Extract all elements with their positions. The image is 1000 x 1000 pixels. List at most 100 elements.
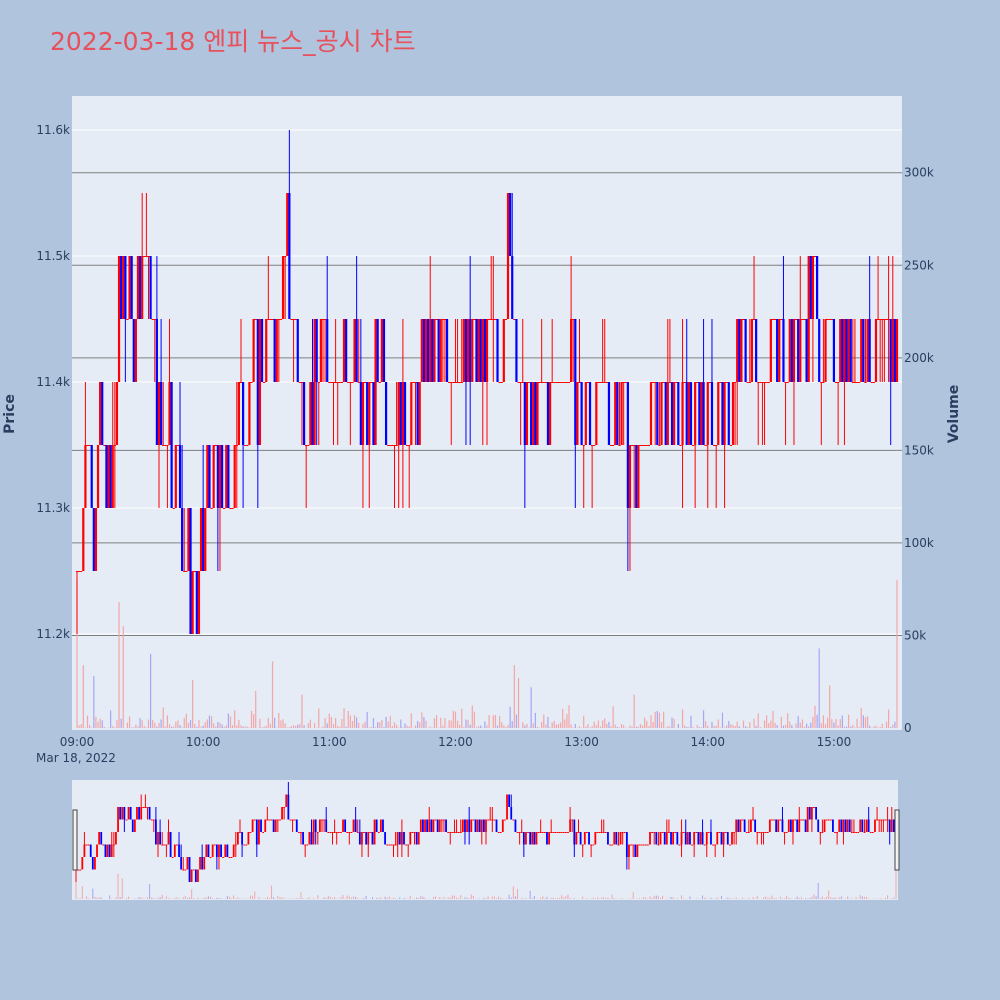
range-slider-left-handle[interactable] — [72, 809, 78, 871]
candle-body — [172, 508, 175, 509]
mini-volume-bar — [517, 888, 519, 899]
volume-bar — [551, 722, 553, 728]
volume-bar — [179, 725, 181, 728]
candle-body — [357, 382, 360, 383]
mini-candle-body — [194, 869, 197, 882]
mini-candle-body — [459, 832, 462, 833]
candle-body — [347, 382, 350, 383]
mini-candle-body — [197, 869, 199, 882]
volume-bar — [313, 723, 316, 728]
time-tick-label: 10:00 — [186, 735, 221, 749]
volume-bar — [728, 721, 730, 728]
candle-body — [103, 445, 106, 446]
mini-candle-body — [871, 832, 874, 833]
candle-body — [460, 382, 463, 383]
candle-body — [715, 445, 718, 446]
mini-candle-body — [834, 832, 836, 833]
candle-body — [166, 445, 169, 446]
volume-bar — [652, 722, 654, 728]
candle-body — [393, 445, 396, 446]
range-slider-background[interactable] — [72, 780, 898, 900]
mini-volume-bar — [809, 897, 811, 899]
candle-body — [359, 382, 362, 445]
volume-bar — [158, 722, 160, 728]
candle-body — [248, 382, 251, 445]
volume-bar — [526, 724, 528, 728]
candle-body — [479, 319, 482, 382]
mini-volume-bar — [140, 897, 142, 899]
candle-body — [96, 445, 100, 508]
mini-candle-body — [356, 832, 359, 833]
candle-body — [132, 319, 135, 382]
mini-volume-bar — [342, 895, 344, 899]
mini-volume-bar — [231, 898, 233, 899]
candle-body — [710, 382, 714, 445]
mini-volume-bar — [485, 898, 487, 899]
mini-volume-bar — [350, 897, 352, 899]
candle-body — [870, 382, 873, 383]
volume-bar — [671, 717, 673, 728]
volume-bar — [370, 727, 372, 728]
candle-body — [94, 508, 98, 571]
volume-bar — [738, 726, 740, 728]
mini-candle-body — [352, 819, 355, 832]
mini-candle-body — [558, 832, 561, 833]
volume-bar — [801, 719, 803, 728]
mini-volume-bar — [824, 898, 826, 899]
mini-volume-bar — [500, 897, 502, 899]
mini-volume-bar — [168, 898, 170, 899]
volume-bar — [585, 726, 587, 728]
candle-body — [223, 508, 226, 509]
y2-axis-title: Volume — [946, 385, 962, 444]
candle-body — [408, 445, 411, 446]
volume-bar — [423, 716, 425, 728]
candle-body — [572, 319, 575, 320]
mini-candle-body — [861, 819, 864, 832]
volume-bar — [656, 710, 658, 728]
mini-candle-body — [537, 832, 540, 833]
volume-bar — [221, 724, 223, 728]
mini-candle-body — [777, 819, 780, 832]
mini-volume-bar — [483, 897, 485, 899]
volume-bar — [768, 723, 770, 728]
mini-volume-bar — [498, 896, 500, 899]
mini-candle-body — [747, 832, 750, 833]
volume-bar — [797, 716, 799, 728]
candle-body — [441, 319, 444, 320]
mini-candle-body — [304, 844, 307, 846]
mini-volume-bar — [752, 897, 754, 899]
volume-bar — [517, 678, 520, 728]
mini-candle-body — [182, 869, 185, 871]
candle-body — [601, 382, 604, 383]
volume-bar — [356, 717, 358, 728]
mini-volume-bar — [605, 898, 607, 899]
mini-volume-bar — [834, 897, 836, 899]
volume-bar — [141, 720, 143, 728]
mini-volume-bar — [567, 894, 569, 899]
volume-bar — [280, 720, 282, 728]
mini-volume-bar — [443, 897, 445, 899]
candle-body — [502, 319, 505, 382]
volume-bar — [553, 720, 555, 728]
candle-body — [776, 319, 779, 382]
candle-body — [340, 382, 344, 383]
mini-candle-body — [588, 832, 590, 845]
volume-bar — [545, 724, 547, 728]
mini-candle-body — [190, 869, 193, 882]
range-slider-right-handle[interactable] — [894, 809, 900, 871]
candle-body — [656, 382, 659, 445]
mini-candle-body — [754, 819, 757, 832]
volume-bar — [755, 725, 757, 728]
price-tick-label: 11.3k — [36, 501, 70, 515]
mini-volume-bar — [323, 897, 325, 899]
mini-candle-body — [266, 819, 269, 821]
mini-candle-body — [623, 832, 626, 833]
mini-candle-body — [504, 819, 506, 821]
candle-body — [668, 382, 672, 383]
candle-body — [729, 445, 732, 446]
volume-bar — [149, 653, 152, 728]
mini-volume-bar — [756, 896, 758, 899]
range-slider[interactable] — [72, 780, 900, 900]
mini-volume-bar — [386, 897, 388, 899]
candle-body — [746, 382, 749, 383]
